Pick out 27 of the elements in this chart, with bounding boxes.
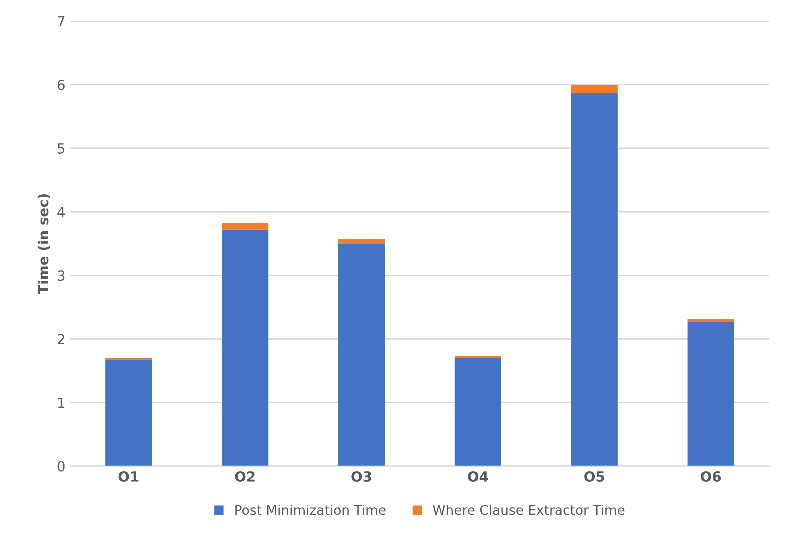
bar — [688, 322, 734, 466]
y-tick-label: 1 — [58, 398, 65, 408]
y-tick-label: 7 — [58, 16, 65, 27]
x-tick-label: O4 — [468, 471, 488, 482]
legend-label: Post Minimization Time — [236, 504, 386, 516]
bar — [338, 244, 386, 466]
x-tick-label: O1 — [118, 471, 139, 482]
bar — [688, 320, 734, 322]
bar — [571, 93, 618, 466]
bar — [338, 239, 386, 244]
y-axis-title: Time (in sec) — [38, 194, 50, 294]
y-tick-label: 0 — [58, 461, 65, 472]
bar — [106, 360, 152, 466]
bar — [454, 358, 502, 466]
y-tick-label: 2 — [58, 334, 64, 344]
y-tick-label: 6 — [58, 80, 65, 90]
y-tick-label: 4 — [58, 207, 66, 218]
legend-label: Where Clause Extractor Time — [433, 504, 625, 516]
bar — [222, 230, 269, 466]
bar — [222, 224, 269, 230]
y-tick-label: 3 — [58, 270, 65, 282]
bar — [571, 86, 618, 94]
x-tick-label: O3 — [352, 471, 372, 482]
x-tick-label: O6 — [701, 471, 722, 482]
y-tick-label: 5 — [58, 144, 65, 154]
x-tick-label: O5 — [584, 471, 604, 482]
x-tick-label: O2 — [235, 471, 255, 482]
